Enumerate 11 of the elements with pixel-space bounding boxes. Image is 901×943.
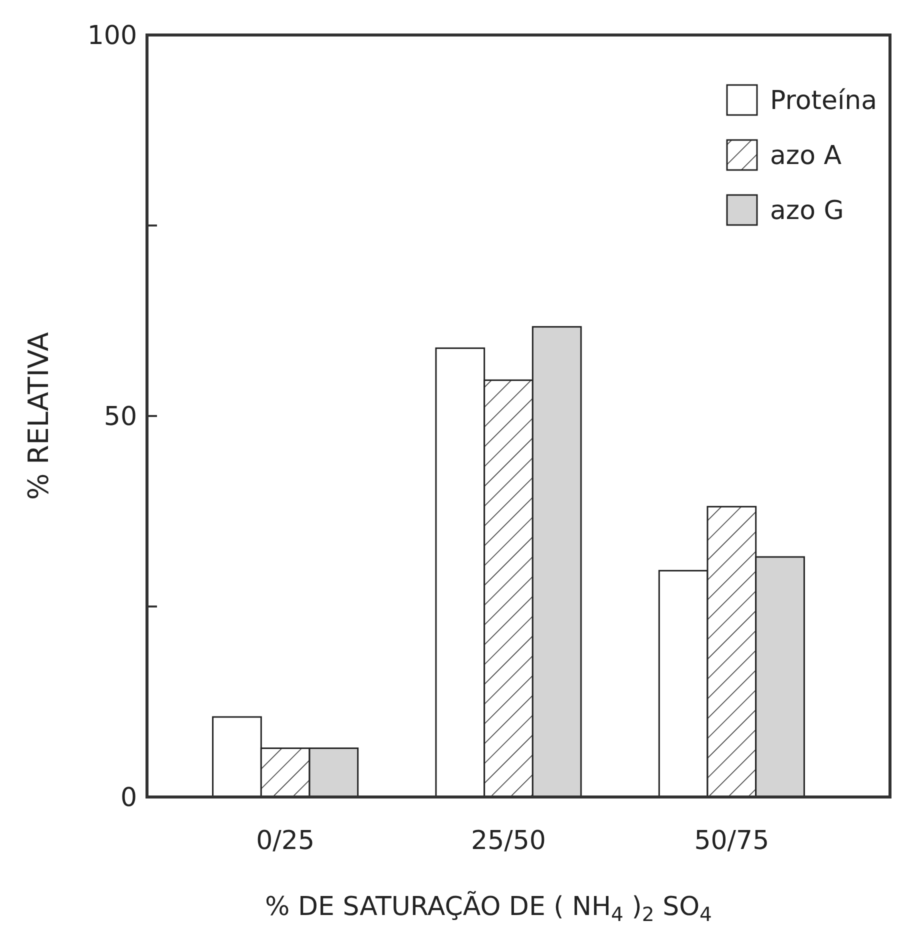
legend-label: azo A bbox=[770, 141, 842, 172]
y-tick-label: 50 bbox=[104, 402, 137, 432]
x-tick-label: 0/25 bbox=[256, 826, 315, 856]
y-tick-label: 0 bbox=[120, 783, 137, 814]
legend-label: Proteína bbox=[770, 86, 878, 116]
y-tick-label: 100 bbox=[87, 21, 137, 52]
legend-label: azo G bbox=[770, 196, 844, 226]
x-axis-title: % DE SATURAÇÃO DE ( NH$_{4}$ )$_{2}$ SO$_{4}$ bbox=[265, 891, 712, 926]
x-tick-label: 50/75 bbox=[694, 826, 770, 856]
x-tick-label: 25/50 bbox=[471, 826, 546, 856]
y-axis-title: % RELATIVA bbox=[22, 332, 55, 500]
